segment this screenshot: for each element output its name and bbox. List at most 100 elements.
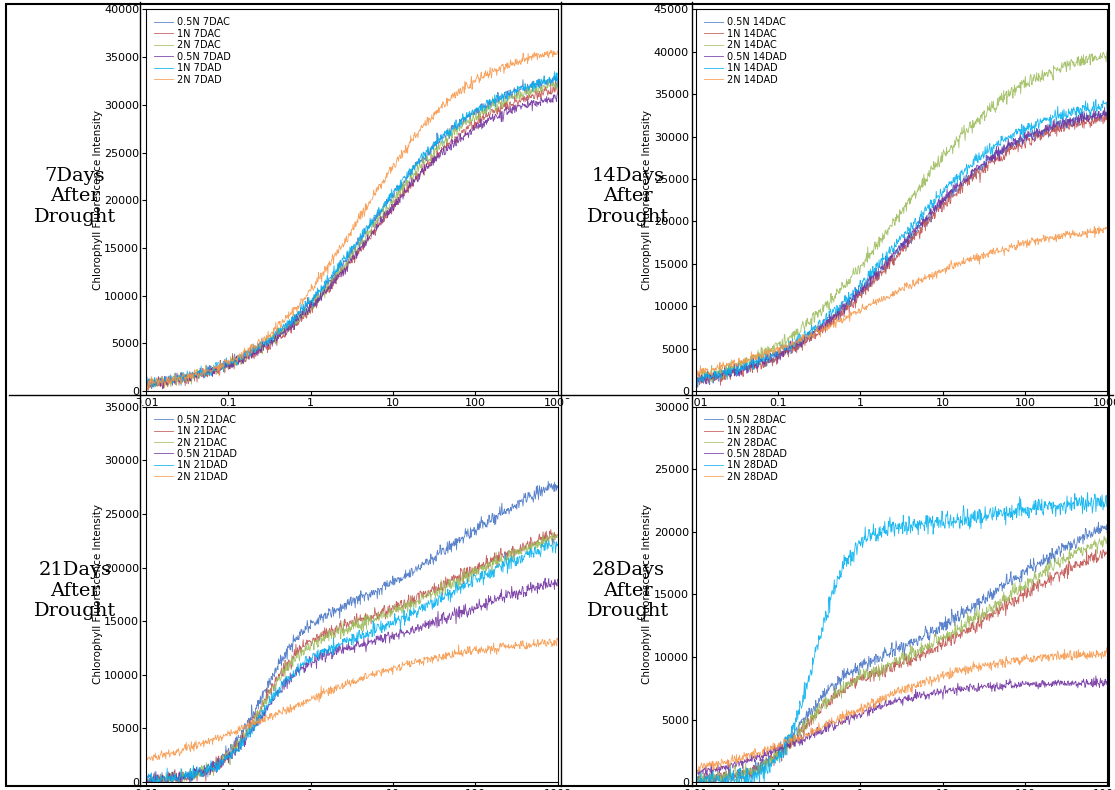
Y-axis label: Chlorophyll Fluorescence Intensity: Chlorophyll Fluorescence Intensity <box>93 505 103 684</box>
0.5N 7DAC <box>139 374 153 384</box>
2N 7DAD <box>379 172 392 182</box>
2N 21DAC <box>403 596 416 605</box>
0.5N 21DAD <box>494 592 507 601</box>
1N 7DAC <box>550 78 563 88</box>
Y-axis label: Chlorophyll Fluorescence Intensity: Chlorophyll Fluorescence Intensity <box>642 111 652 290</box>
1N 21DAD <box>389 619 403 628</box>
Line: 0.5N 7DAD: 0.5N 7DAD <box>146 93 558 389</box>
2N 14DAC <box>929 157 942 167</box>
0.5N 28DAD <box>929 690 942 700</box>
0.5N 28DAC <box>1092 517 1105 527</box>
1N 7DAD <box>146 382 159 392</box>
0.5N 28DAD <box>1089 671 1103 680</box>
1N 21DAC <box>389 596 403 606</box>
1N 21DAC <box>403 590 416 600</box>
2N 21DAD <box>165 749 178 758</box>
0.5N 14DAD <box>1101 107 1114 117</box>
1N 7DAD <box>551 82 564 92</box>
0.5N 7DAC <box>389 183 403 193</box>
1N 21DAD <box>139 774 153 784</box>
1N 28DAC <box>929 647 942 656</box>
2N 21DAD <box>146 756 159 766</box>
2N 14DAD <box>1101 224 1114 234</box>
0.5N 7DAC <box>550 72 563 81</box>
1N 28DAC <box>1001 600 1015 609</box>
1N 7DAC <box>139 381 153 390</box>
2N 14DAC <box>715 370 728 379</box>
2N 28DAC <box>1044 555 1057 565</box>
1N 21DAD <box>452 585 465 595</box>
1N 28DAD <box>939 510 952 520</box>
2N 21DAD <box>379 664 392 674</box>
Line: 1N 21DAD: 1N 21DAD <box>146 540 558 782</box>
Line: 0.5N 21DAC: 0.5N 21DAC <box>146 481 558 782</box>
2N 7DAC <box>403 176 416 186</box>
1N 14DAC <box>1001 143 1015 152</box>
2N 7DAC <box>139 374 153 384</box>
0.5N 7DAC <box>494 92 507 102</box>
0.5N 28DAC <box>689 774 702 784</box>
1N 21DAC <box>142 777 155 787</box>
1N 28DAC <box>690 777 704 787</box>
Line: 2N 14DAC: 2N 14DAC <box>696 51 1107 382</box>
Line: 2N 28DAD: 2N 28DAD <box>696 648 1107 772</box>
2N 21DAC <box>139 777 153 786</box>
X-axis label: Time(ms): Time(ms) <box>872 409 931 423</box>
1N 21DAD <box>165 770 178 780</box>
2N 14DAC <box>939 151 952 160</box>
2N 21DAC <box>165 767 178 777</box>
Line: 1N 7DAD: 1N 7DAD <box>146 72 558 387</box>
2N 7DAD <box>452 85 465 94</box>
1N 28DAD <box>1001 509 1015 518</box>
2N 28DAD <box>1044 649 1057 659</box>
1N 7DAC <box>389 199 403 209</box>
0.5N 21DAD <box>403 628 416 638</box>
0.5N 21DAD <box>139 775 153 784</box>
Text: 7Days
After
Drought: 7Days After Drought <box>33 167 116 226</box>
2N 7DAD <box>139 380 153 389</box>
1N 7DAC <box>379 213 392 223</box>
1N 14DAD <box>1101 106 1114 115</box>
0.5N 7DAC <box>165 374 178 384</box>
2N 7DAC <box>494 103 507 113</box>
2N 28DAC <box>1097 531 1111 540</box>
2N 28DAD <box>929 677 942 687</box>
1N 21DAD <box>139 777 153 787</box>
1N 28DAD <box>690 777 704 787</box>
Line: 0.5N 7DAC: 0.5N 7DAC <box>146 77 558 389</box>
0.5N 28DAC <box>952 616 966 626</box>
0.5N 21DAD <box>389 628 403 638</box>
2N 21DAC <box>379 612 392 622</box>
2N 28DAD <box>1101 643 1114 653</box>
1N 14DAC <box>1044 127 1057 137</box>
Line: 1N 14DAD: 1N 14DAD <box>696 100 1107 387</box>
1N 14DAD <box>939 182 952 192</box>
0.5N 28DAD <box>715 762 728 771</box>
0.5N 21DAD <box>165 773 178 782</box>
0.5N 7DAC <box>452 119 465 129</box>
1N 28DAC <box>939 640 952 649</box>
2N 7DAC <box>452 124 465 134</box>
Line: 1N 7DAC: 1N 7DAC <box>146 83 558 390</box>
0.5N 14DAC <box>952 184 966 194</box>
2N 7DAD <box>165 374 178 384</box>
0.5N 21DAC <box>542 476 555 486</box>
0.5N 21DAC <box>379 585 392 595</box>
1N 7DAD <box>494 94 507 103</box>
Text: 28Days
After
Drought: 28Days After Drought <box>588 561 669 620</box>
2N 21DAC <box>494 557 507 566</box>
0.5N 14DAC <box>1001 139 1015 149</box>
Line: 0.5N 21DAD: 0.5N 21DAD <box>146 578 558 782</box>
0.5N 7DAD <box>156 384 169 393</box>
2N 14DAD <box>929 268 942 277</box>
0.5N 28DAC <box>1044 548 1057 558</box>
Legend: 0.5N 7DAC, 1N 7DAC, 2N 7DAC, 0.5N 7DAD, 1N 7DAD, 2N 7DAD: 0.5N 7DAC, 1N 7DAC, 2N 7DAC, 0.5N 7DAD, … <box>151 14 234 88</box>
Legend: 0.5N 21DAC, 1N 21DAC, 2N 21DAC, 0.5N 21DAD, 1N 21DAD, 2N 21DAD: 0.5N 21DAC, 1N 21DAC, 2N 21DAC, 0.5N 21D… <box>151 412 240 485</box>
0.5N 14DAD <box>715 371 728 380</box>
1N 28DAD <box>1044 498 1057 508</box>
2N 28DAC <box>690 777 704 787</box>
0.5N 21DAC <box>389 577 403 586</box>
2N 14DAD <box>1001 246 1015 255</box>
1N 7DAC <box>551 88 564 97</box>
1N 14DAC <box>929 213 942 222</box>
